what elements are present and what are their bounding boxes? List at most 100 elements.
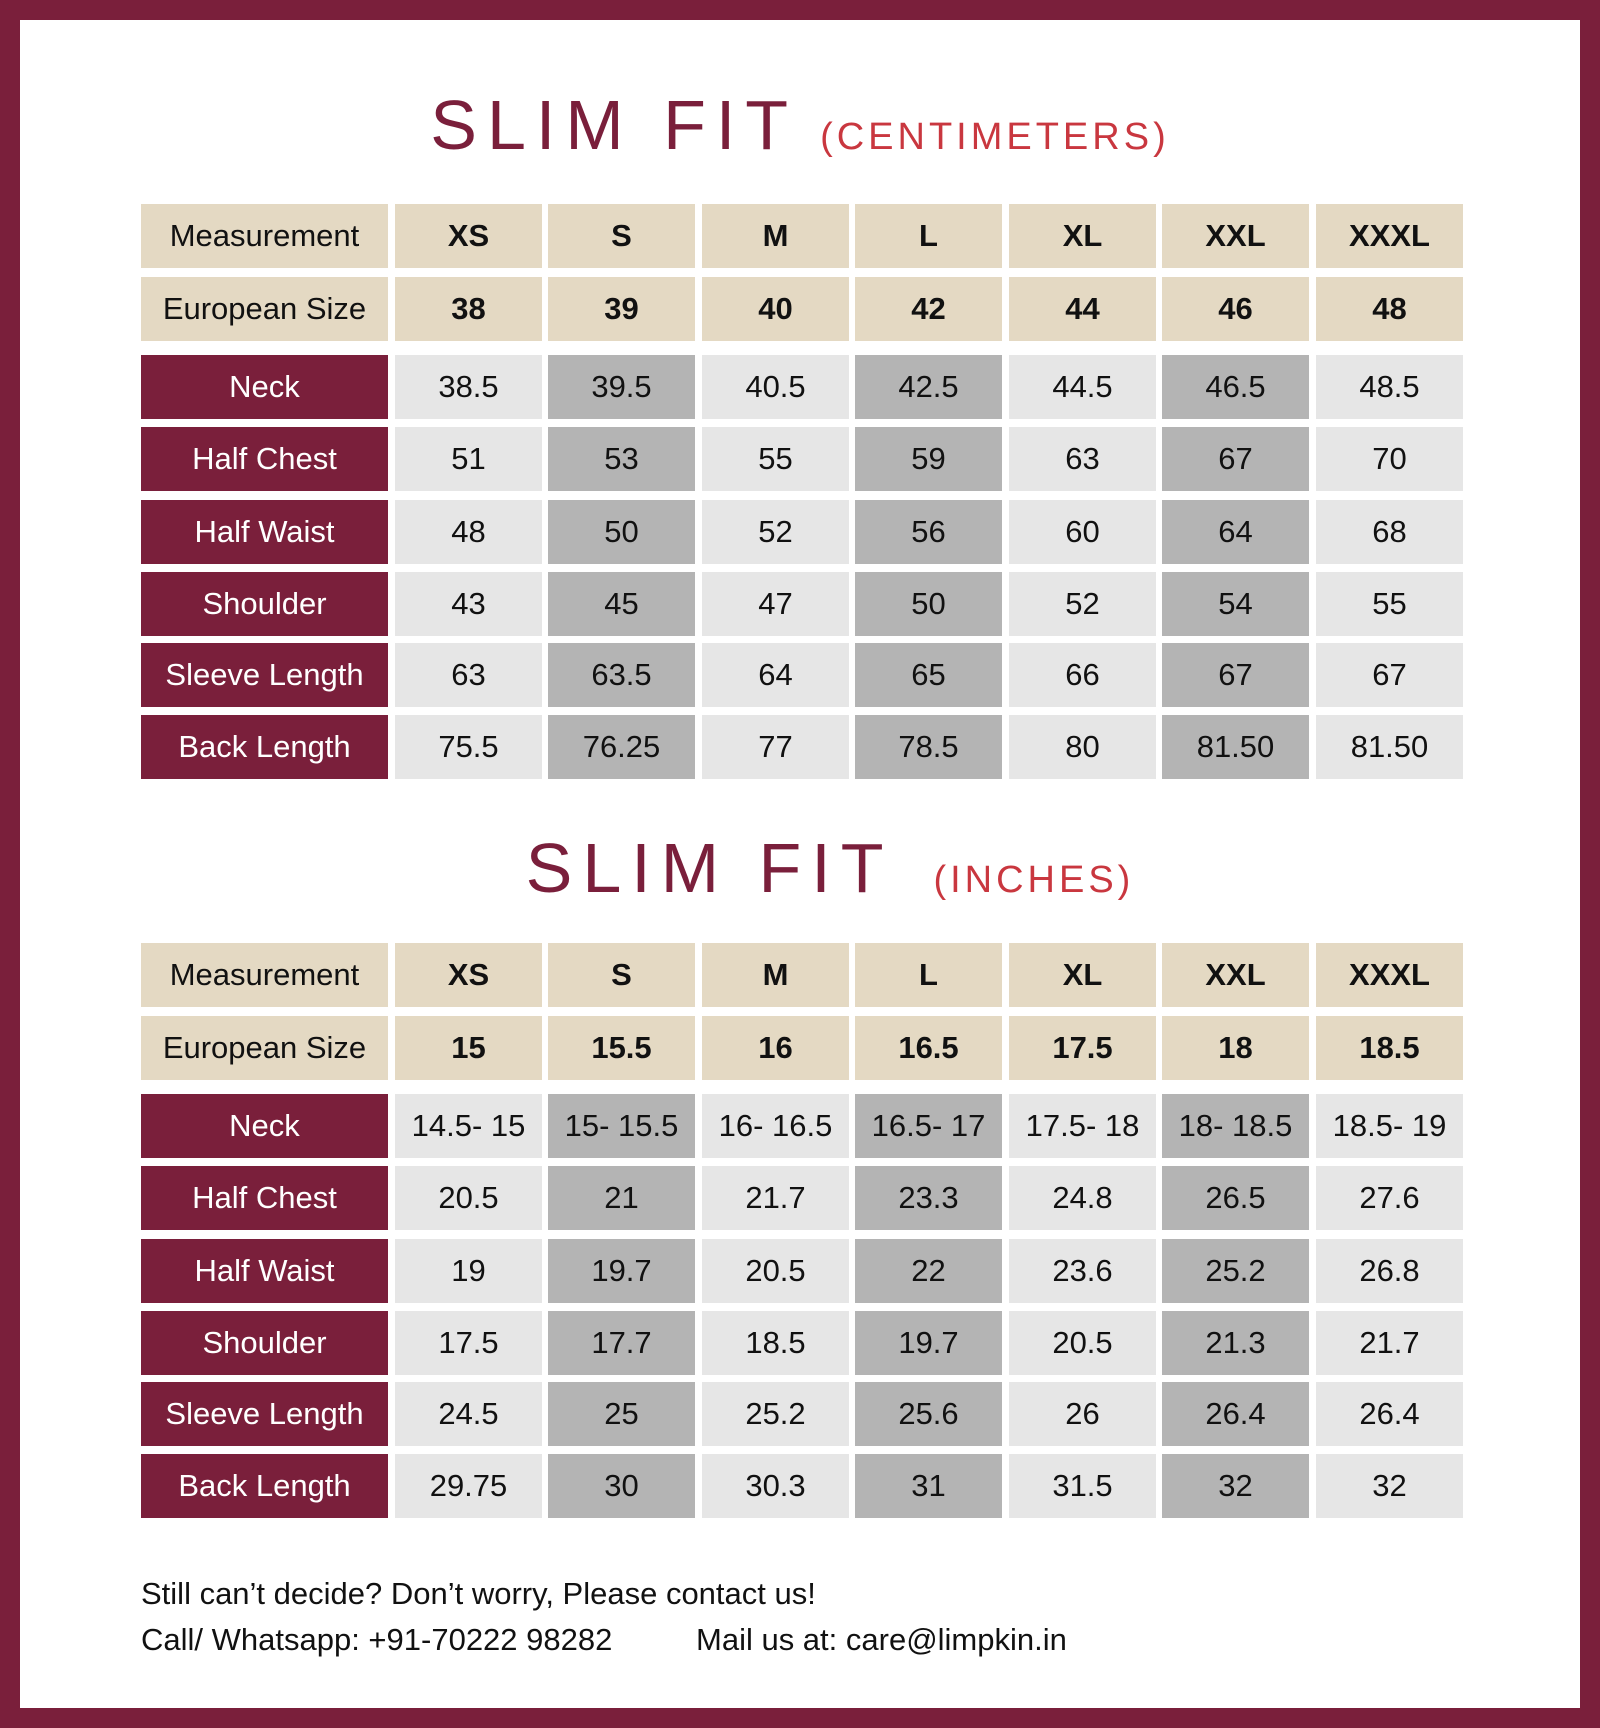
measurement-value: 17.5	[395, 1311, 542, 1375]
title-inches: SLIM FIT (INCHES)	[0, 828, 1600, 908]
measurement-value: 47	[702, 572, 849, 636]
measurement-value: 14.5- 15	[395, 1094, 542, 1158]
european-size-value: 16	[702, 1016, 849, 1080]
measurement-value: 55	[1316, 572, 1463, 636]
size-header: M	[702, 204, 849, 268]
size-header: XXL	[1162, 204, 1309, 268]
measurement-value: 45	[548, 572, 695, 636]
table-row: Sleeve Length 63 63.5 64 65 66 67 67	[141, 643, 1465, 707]
measurement-value: 66	[1009, 643, 1156, 707]
european-size-value: 18	[1162, 1016, 1309, 1080]
measurement-value: 20.5	[395, 1166, 542, 1230]
european-size-value: 38	[395, 277, 542, 341]
measurement-label: Half Chest	[141, 427, 388, 491]
measurement-value: 43	[395, 572, 542, 636]
measurement-value: 18.5- 19	[1316, 1094, 1463, 1158]
measurement-value: 46.5	[1162, 355, 1309, 419]
measurement-value: 50	[855, 572, 1002, 636]
measurement-value: 63	[395, 643, 542, 707]
table-row: Sleeve Length 24.5 25 25.2 25.6 26 26.4 26.4	[141, 1382, 1465, 1446]
measurement-value: 24.8	[1009, 1166, 1156, 1230]
measurement-value: 56	[855, 500, 1002, 564]
measurement-value: 25.2	[1162, 1239, 1309, 1303]
european-size-row: European Size 15 15.5 16 16.5 17.5 18 18.5	[141, 1016, 1465, 1080]
table-row: Half Chest 51 53 55 59 63 67 70	[141, 427, 1465, 491]
footer-email: Mail us at: care@limpkin.in	[696, 1622, 1067, 1657]
measurement-value: 18- 18.5	[1162, 1094, 1309, 1158]
measurement-value: 55	[702, 427, 849, 491]
footer-phone: Call/ Whatsapp: +91-70222 98282	[141, 1622, 613, 1657]
measurement-value: 21	[548, 1166, 695, 1230]
table-row: Shoulder 43 45 47 50 52 54 55	[141, 572, 1465, 636]
measurement-value: 21.7	[1316, 1311, 1463, 1375]
size-header: L	[855, 204, 1002, 268]
measurement-value: 39.5	[548, 355, 695, 419]
measurement-value: 65	[855, 643, 1002, 707]
measurement-label: Shoulder	[141, 1311, 388, 1375]
european-size-value: 44	[1009, 277, 1156, 341]
measurement-value: 80	[1009, 715, 1156, 779]
european-size-value: 15.5	[548, 1016, 695, 1080]
measurement-value: 26.5	[1162, 1166, 1309, 1230]
european-size-value: 42	[855, 277, 1002, 341]
table-row: Neck 14.5- 15 15- 15.5 16- 16.5 16.5- 17 17.5…	[141, 1094, 1465, 1158]
european-size-value: 18.5	[1316, 1016, 1463, 1080]
measurement-value: 48.5	[1316, 355, 1463, 419]
table-row: Half Waist 48 50 52 56 60 64 68	[141, 500, 1465, 564]
measurement-value: 23.3	[855, 1166, 1002, 1230]
header-label: Measurement	[141, 943, 388, 1007]
measurement-value: 16.5- 17	[855, 1094, 1002, 1158]
measurement-value: 32	[1316, 1454, 1463, 1518]
measurement-value: 38.5	[395, 355, 542, 419]
measurement-value: 30.3	[702, 1454, 849, 1518]
size-header: XS	[395, 943, 542, 1007]
unit-text: (INCHES)	[933, 859, 1135, 901]
measurement-label: Neck	[141, 355, 388, 419]
measurement-value: 44.5	[1009, 355, 1156, 419]
european-size-value: 40	[702, 277, 849, 341]
measurement-value: 26	[1009, 1382, 1156, 1446]
european-size-value: 16.5	[855, 1016, 1002, 1080]
measurement-label: Neck	[141, 1094, 388, 1158]
european-size-label: European Size	[141, 1016, 388, 1080]
measurement-value: 53	[548, 427, 695, 491]
measurement-label: Sleeve Length	[141, 643, 388, 707]
measurement-value: 67	[1162, 643, 1309, 707]
measurement-value: 24.5	[395, 1382, 542, 1446]
measurement-value: 77	[702, 715, 849, 779]
measurement-value: 18.5	[702, 1311, 849, 1375]
measurement-value: 31	[855, 1454, 1002, 1518]
european-size-value: 15	[395, 1016, 542, 1080]
measurement-value: 42.5	[855, 355, 1002, 419]
size-header: XXL	[1162, 943, 1309, 1007]
measurement-label: Shoulder	[141, 572, 388, 636]
measurement-value: 19	[395, 1239, 542, 1303]
measurement-value: 81.50	[1316, 715, 1463, 779]
measurement-value: 25.2	[702, 1382, 849, 1446]
measurement-value: 64	[1162, 500, 1309, 564]
size-header: XL	[1009, 943, 1156, 1007]
measurement-value: 19.7	[855, 1311, 1002, 1375]
measurement-value: 54	[1162, 572, 1309, 636]
european-size-value: 17.5	[1009, 1016, 1156, 1080]
table-row: Shoulder 17.5 17.7 18.5 19.7 20.5 21.3 21.7	[141, 1311, 1465, 1375]
header-label: Measurement	[141, 204, 388, 268]
measurement-value: 67	[1316, 643, 1463, 707]
european-size-row: European Size 38 39 40 42 44 46 48	[141, 277, 1465, 341]
measurement-label: Half Waist	[141, 1239, 388, 1303]
measurement-value: 32	[1162, 1454, 1309, 1518]
measurement-value: 63	[1009, 427, 1156, 491]
title-text: SLIM FIT	[430, 86, 799, 164]
measurement-value: 26.4	[1162, 1382, 1309, 1446]
measurement-value: 17.7	[548, 1311, 695, 1375]
measurement-value: 25	[548, 1382, 695, 1446]
measurement-value: 27.6	[1316, 1166, 1463, 1230]
size-header: S	[548, 204, 695, 268]
size-header: XXXL	[1316, 204, 1463, 268]
size-header: S	[548, 943, 695, 1007]
european-size-value: 48	[1316, 277, 1463, 341]
measurement-value: 40.5	[702, 355, 849, 419]
measurement-value: 15- 15.5	[548, 1094, 695, 1158]
measurement-label: Sleeve Length	[141, 1382, 388, 1446]
unit-text: (CENTIMETERS)	[820, 116, 1170, 158]
